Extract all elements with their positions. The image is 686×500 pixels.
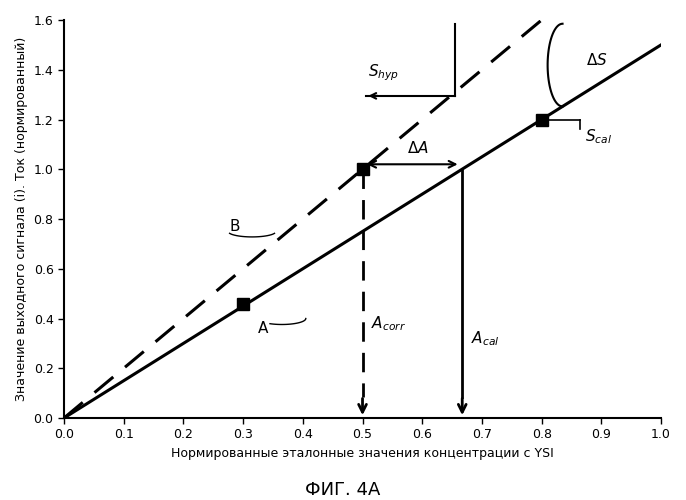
Text: $\Delta S$: $\Delta S$ bbox=[587, 52, 608, 68]
Text: $A_{corr}$: $A_{corr}$ bbox=[372, 314, 406, 333]
Y-axis label: Значение выходного сигнала (i). Ток (нормированный): Значение выходного сигнала (i). Ток (нор… bbox=[15, 37, 28, 401]
Text: ФИГ. 4А: ФИГ. 4А bbox=[305, 481, 381, 499]
X-axis label: Нормированные эталонные значения концентрации с YSI: Нормированные эталонные значения концент… bbox=[171, 447, 554, 460]
Text: $S_{cal}$: $S_{cal}$ bbox=[585, 127, 612, 146]
Text: B: B bbox=[230, 219, 240, 234]
Text: $A_{cal}$: $A_{cal}$ bbox=[471, 329, 499, 348]
Text: A: A bbox=[258, 321, 268, 336]
Text: $\Delta A$: $\Delta A$ bbox=[407, 140, 429, 156]
Text: $S_{hyp}$: $S_{hyp}$ bbox=[368, 62, 399, 82]
